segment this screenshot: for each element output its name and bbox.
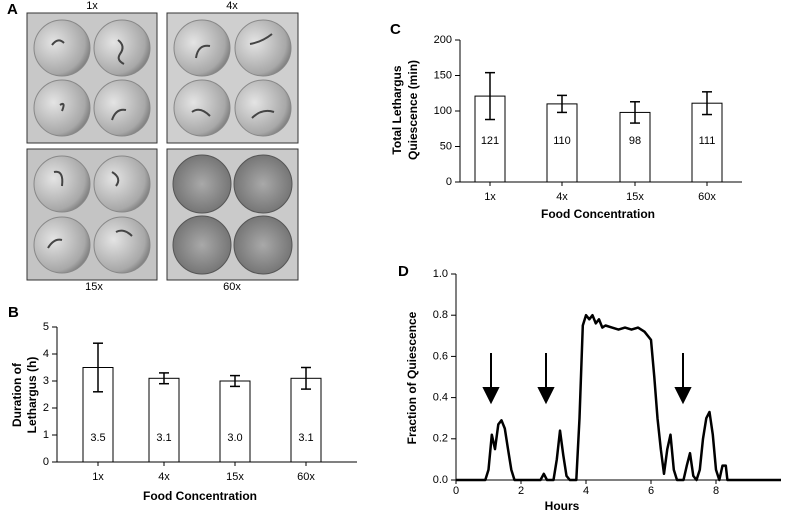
value-label: 121 [481,135,499,147]
bar [219,380,251,463]
y-tick-label: 200 [434,34,452,46]
y-tick-label: 0 [446,176,452,188]
y-tick-label: 0 [43,456,49,468]
x-tick-label: 4x [556,191,568,203]
panel-label: D [398,263,409,280]
y-tick-label: 1 [43,429,49,441]
y-tick-label: 0.8 [433,309,448,321]
bar [546,103,578,183]
x-tick-label: 15x [226,471,244,483]
y-tick-label: 50 [440,140,452,152]
value-label: 3.5 [90,432,105,444]
y-tick-label: 1.0 [433,268,448,280]
panel-label: A [7,1,18,18]
x-tick-label: 4x [158,471,170,483]
well-label: 4x [226,0,238,12]
image-panel: A 1x 4x 15x 60x [7,0,299,293]
wells [33,19,292,274]
x-tick-label: 0 [453,485,459,497]
value-label: 3.1 [156,432,171,444]
x-tick-label: 2 [518,485,524,497]
value-label: 3.1 [298,432,313,444]
panel-label: C [390,21,401,38]
y-axis-label: Duration of [10,362,24,427]
x-tick-label: 15x [626,191,644,203]
value-label: 98 [629,135,641,147]
line [456,313,781,482]
bar [290,377,322,463]
value-label: 111 [699,135,716,147]
x-tick-label: 60x [698,191,716,203]
x-axis-label: Hours [545,499,580,513]
x-axis-label: Food Concentration [143,489,257,503]
value-label: 3.0 [227,432,242,444]
bar [619,111,651,183]
panel-label: B [8,304,19,321]
y-tick-label: 0.6 [433,350,448,362]
worms [47,33,275,249]
bar [691,102,723,183]
x-tick-label: 1x [92,471,104,483]
y-axis-label: Quiescence (min) [406,60,420,160]
y-tick-label: 0.2 [433,433,448,445]
x-tick-label: 4 [583,485,589,497]
x-axis-label: Food Concentration [541,207,655,221]
well-label: 60x [223,281,241,293]
y-tick-label: 4 [43,348,49,360]
wells [172,154,293,275]
x-tick-label: 1x [484,191,496,203]
y-tick-label: 150 [434,69,452,81]
y-axis-label: Fraction of Quiescence [405,311,419,444]
x-tick-label: 60x [297,471,315,483]
bar [148,377,180,463]
y-tick-label: 5 [43,321,49,333]
well-label: 15x [85,281,103,293]
x-tick-label: 6 [648,485,654,497]
y-axis-label: Total Lethargus [390,65,404,154]
y-tick-label: 100 [434,105,452,117]
y-tick-label: 3 [43,375,49,387]
y-tick-label: 0.4 [433,392,448,404]
well-label: 1x [86,0,98,12]
y-tick-label: 2 [43,402,49,414]
y-tick-label: 0.0 [433,474,448,486]
y-axis-label: Lethargus (h) [25,357,39,434]
arrows [482,353,692,405]
x-tick-label: 8 [713,485,719,497]
value-label: 110 [553,135,571,147]
